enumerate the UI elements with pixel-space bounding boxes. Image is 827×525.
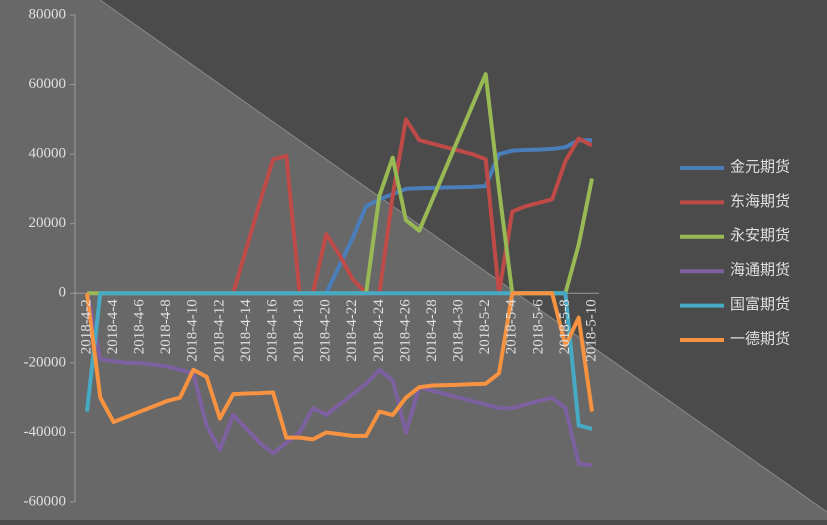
legend-label: 永安期货 (730, 227, 790, 244)
x-tick-label: 2018-4-8 (158, 299, 174, 354)
y-tick-label: 60000 (29, 76, 67, 92)
x-tick-label: 2018-4-16 (264, 299, 280, 362)
series-line (85, 291, 594, 442)
legend-label: 东海期货 (730, 193, 790, 210)
x-tick-label: 2018-4-6 (132, 299, 148, 354)
y-tick-label: -20000 (24, 354, 67, 370)
x-tick-label: 2018-4-4 (105, 299, 121, 354)
x-tick-label: 2018-4-18 (291, 299, 307, 362)
legend-label: 海通期货 (730, 262, 790, 279)
y-tick-label: 20000 (29, 215, 67, 231)
series-line (85, 291, 593, 431)
y-tick-label: 80000 (29, 6, 67, 22)
diagonal (99, 0, 827, 513)
x-tick-label: 2018-4-26 (397, 299, 413, 362)
x-tick-label: 2018-5-10 (583, 299, 599, 362)
x-tick-label: 2018-5-8 (557, 299, 573, 354)
x-tick-label: 2018-4-22 (344, 299, 360, 362)
x-tick-label: 2018-4-2 (78, 299, 94, 354)
series-line (85, 292, 593, 468)
y-tick-label: 0 (59, 285, 67, 301)
legend-label: 国富期货 (730, 295, 790, 313)
x-tick-label: 2018-4-10 (185, 299, 201, 362)
x-tick-label: 2018-5-6 (530, 299, 546, 354)
legend-label: 一德期货 (730, 329, 790, 347)
x-tick-label: 2018-4-28 (424, 299, 440, 362)
y-tick-label: -60000 (24, 493, 67, 509)
x-tick-label: 2018-4-20 (318, 299, 334, 362)
x-tick-label: 2018-4-24 (371, 299, 387, 362)
x-tick-label: 2018-4-30 (451, 299, 467, 362)
x-tick-label: 2018-4-14 (238, 299, 254, 362)
y-tick-label: -40000 (24, 424, 67, 440)
legend-label: 金元期货 (730, 158, 790, 175)
x-tick-label: 2018-4-12 (211, 299, 227, 362)
x-tick-label: 2018-5-2 (477, 299, 493, 354)
x-tick-label: 2018-5-4 (504, 299, 520, 354)
y-tick-label: 40000 (29, 146, 67, 162)
